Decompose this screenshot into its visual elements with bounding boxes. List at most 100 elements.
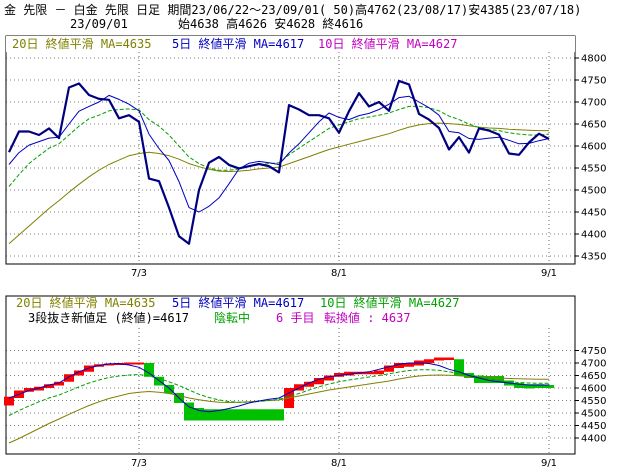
x-tick-label: 8/1 xyxy=(331,458,347,469)
up-box xyxy=(404,363,414,367)
y-tick-label: 4800 xyxy=(581,54,606,65)
top-grid xyxy=(6,52,575,264)
kagi-reversal: 転換値 : 4637 xyxy=(324,310,411,325)
down-box xyxy=(544,385,554,388)
up-box xyxy=(44,384,54,388)
up-box xyxy=(314,378,324,385)
kagi-status: 陰転中 xyxy=(214,310,250,325)
down-box xyxy=(194,408,204,421)
y-tick-label: 4350 xyxy=(581,252,606,263)
up-box xyxy=(24,388,34,392)
bottom-series xyxy=(8,362,549,444)
series-ma5-line xyxy=(8,94,550,213)
header-date: 23/09/01 xyxy=(70,17,128,31)
series-ma5-line xyxy=(8,362,549,413)
y-tick-label: 4550 xyxy=(581,396,606,407)
x-tick-label: 7/3 xyxy=(131,268,147,279)
down-box xyxy=(514,383,524,388)
up-box xyxy=(364,371,374,375)
up-box xyxy=(84,365,94,372)
y-tick-label: 4400 xyxy=(581,230,606,241)
y-tick-label: 4500 xyxy=(581,186,606,197)
kagi-count: 6 手目 xyxy=(276,311,314,325)
x-tick-label: 9/1 xyxy=(541,268,557,279)
down-box xyxy=(524,384,534,389)
up-box xyxy=(434,357,444,361)
y-tick-label: 4650 xyxy=(581,371,606,382)
y-tick-label: 4450 xyxy=(581,421,606,432)
top-series xyxy=(8,79,550,245)
top-legend-bg xyxy=(6,36,575,52)
top-plot-area xyxy=(5,35,576,265)
up-box xyxy=(374,370,384,375)
up-box xyxy=(54,381,64,386)
up-box xyxy=(424,359,434,363)
up-box xyxy=(324,375,334,381)
y-tick-label: 4550 xyxy=(581,164,606,175)
series-ma10-line xyxy=(8,105,550,187)
bottom-plot-area xyxy=(5,295,576,455)
down-box xyxy=(474,375,484,383)
down-box xyxy=(154,376,164,386)
up-box xyxy=(294,384,304,391)
up-box xyxy=(444,357,454,360)
up-box xyxy=(34,386,44,391)
top-legend-ma5: 5日 終値平滑 MA=4617 xyxy=(172,36,304,51)
series-ma10-line xyxy=(8,369,549,416)
down-box xyxy=(254,409,264,421)
up-box xyxy=(304,381,314,387)
up-box xyxy=(4,396,14,406)
down-box xyxy=(534,384,544,388)
y-tick-label: 4700 xyxy=(581,98,606,109)
y-tick-label: 4500 xyxy=(581,409,606,420)
down-box xyxy=(214,409,224,421)
y-tick-label: 4750 xyxy=(581,346,606,357)
series-price-line xyxy=(8,79,550,245)
x-tick-label: 9/1 xyxy=(541,458,557,469)
y-tick-label: 4750 xyxy=(581,76,606,87)
top-x-axis: 7/3 8/1 9/1 xyxy=(131,268,557,279)
up-box xyxy=(134,362,144,365)
bottom-x-axis: 7/3 8/1 9/1 xyxy=(131,458,557,469)
up-box xyxy=(384,365,394,372)
down-box xyxy=(484,376,494,383)
y-tick-label: 4600 xyxy=(581,142,606,153)
up-box xyxy=(344,371,354,376)
down-box xyxy=(264,409,274,421)
series-ma20-line xyxy=(8,374,549,444)
up-box xyxy=(124,362,134,365)
header-ohlc: 始4638 高4626 安4628 終4616 xyxy=(178,16,363,31)
down-box xyxy=(144,363,154,377)
down-box xyxy=(224,409,234,421)
x-tick-label: 7/3 xyxy=(131,458,147,469)
bottom-legend-ma5: 5日 終値平滑 MA=4617 xyxy=(172,295,304,310)
bottom-legend-ma10: 10日 終値平滑 MA=4627 xyxy=(320,295,459,310)
down-box xyxy=(164,385,174,394)
down-box xyxy=(204,409,214,421)
kagi-label: 3段抜き新値足 (終値)=4617 xyxy=(28,310,189,325)
top-legend-ma10: 10日 終値平滑 MA=4627 xyxy=(318,36,457,51)
up-box xyxy=(394,363,404,368)
bottom-legend-ma20: 20日 終値平滑 MA=4635 xyxy=(16,295,155,310)
down-box xyxy=(494,376,504,383)
down-box xyxy=(234,409,244,421)
y-tick-label: 4650 xyxy=(581,120,606,131)
header-title: 金 先限 － 白金 先限 日足 期間23/06/22～23/09/01( 50)… xyxy=(4,2,581,17)
down-box xyxy=(184,402,194,421)
up-box xyxy=(64,374,74,382)
top-y-axis: 4350 4400 4450 4500 4550 4600 4650 4700 4750 4800 xyxy=(575,54,606,263)
up-box xyxy=(104,363,114,366)
down-box xyxy=(274,409,284,421)
y-tick-label: 4450 xyxy=(581,208,606,219)
down-box xyxy=(244,409,254,421)
y-tick-label: 4600 xyxy=(581,384,606,395)
y-tick-label: 4400 xyxy=(581,434,606,445)
top-legend-ma20: 20日 終値平滑 MA=4635 xyxy=(12,36,151,51)
up-box xyxy=(334,373,344,377)
y-tick-label: 4700 xyxy=(581,359,606,370)
x-tick-label: 8/1 xyxy=(331,268,347,279)
down-box xyxy=(454,359,464,376)
